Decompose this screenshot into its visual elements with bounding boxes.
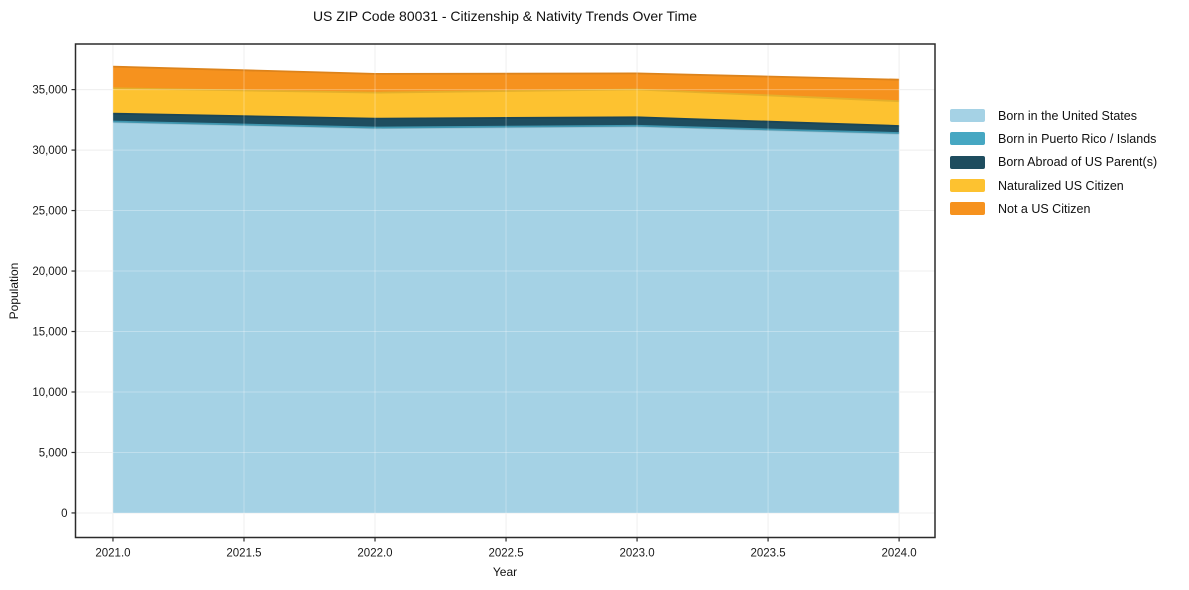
legend-label-naturalized: Naturalized US Citizen bbox=[998, 178, 1124, 193]
y-tick-label: 10,000 bbox=[32, 387, 67, 399]
y-tick-label: 30,000 bbox=[32, 145, 67, 157]
legend-label-born-pr: Born in Puerto Rico / Islands bbox=[998, 131, 1157, 146]
legend-swatch-born-abroad bbox=[950, 155, 985, 169]
legend-item: Naturalized US Citizen bbox=[950, 174, 1157, 197]
plot-border bbox=[74, 43, 936, 539]
x-tick-label: 2021.0 bbox=[95, 548, 130, 560]
y-axis-label: Population bbox=[7, 262, 21, 320]
y-tick-label: 15,000 bbox=[32, 327, 67, 339]
legend: Born in the United States Born in Puerto… bbox=[950, 104, 1157, 220]
area-edge-line bbox=[112, 65, 900, 81]
y-tick-label: 0 bbox=[61, 508, 67, 520]
x-tick-label: 2024.0 bbox=[882, 548, 917, 560]
legend-item: Born in the United States bbox=[950, 104, 1157, 127]
legend-swatch-not-citizen bbox=[950, 202, 985, 216]
legend-item: Not a US Citizen bbox=[950, 197, 1157, 220]
chart-title: US ZIP Code 80031 - Citizenship & Nativi… bbox=[312, 8, 698, 24]
area-edge-line bbox=[112, 120, 900, 134]
y-tick-label: 35,000 bbox=[32, 85, 67, 97]
y-tick-label: 20,000 bbox=[32, 266, 67, 278]
x-tick-label: 2023.0 bbox=[619, 548, 654, 560]
y-tick-label: 25,000 bbox=[32, 206, 67, 218]
y-tick-label: 5,000 bbox=[39, 447, 68, 459]
legend-swatch-born-us bbox=[950, 109, 985, 123]
legend-item: Born in Puerto Rico / Islands bbox=[950, 127, 1157, 150]
legend-swatch-born-pr bbox=[950, 132, 985, 146]
legend-label-not-citizen: Not a US Citizen bbox=[998, 201, 1091, 216]
x-axis-label: Year bbox=[492, 565, 518, 579]
x-tick-label: 2021.5 bbox=[226, 548, 261, 560]
area-born-abroad-of-us-parent-s- bbox=[112, 113, 900, 134]
area-edge-line bbox=[112, 87, 900, 103]
legend-label-born-us: Born in the United States bbox=[998, 108, 1137, 123]
legend-label-born-abroad: Born Abroad of US Parent(s) bbox=[998, 155, 1158, 170]
x-tick-label: 2022.0 bbox=[357, 548, 392, 560]
legend-swatch-naturalized bbox=[950, 179, 985, 193]
area-edge-line bbox=[112, 112, 900, 127]
x-tick-label: 2022.5 bbox=[488, 548, 523, 560]
x-tick-label: 2023.5 bbox=[750, 548, 785, 560]
area-born-in-the-united-states bbox=[112, 122, 900, 513]
legend-item: Born Abroad of US Parent(s) bbox=[950, 151, 1157, 174]
